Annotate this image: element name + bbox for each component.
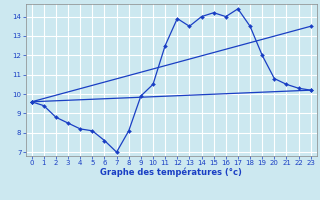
X-axis label: Graphe des températures (°c): Graphe des températures (°c) [100, 168, 242, 177]
